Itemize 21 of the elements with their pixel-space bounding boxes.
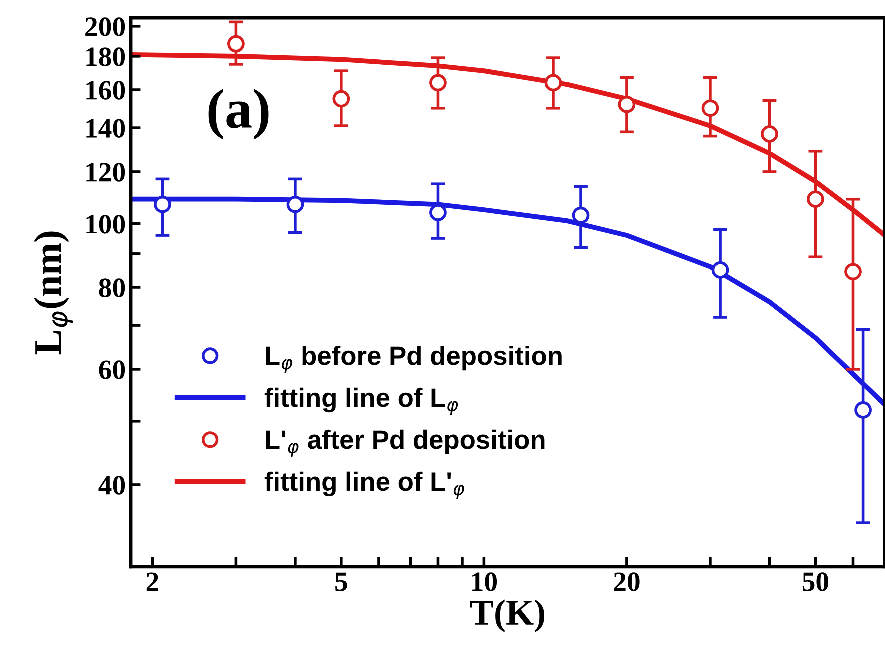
x-tick-label: 20 [614, 572, 640, 592]
y-tick-label: 40 [98, 476, 126, 495]
x-tick-label: 5 [336, 572, 348, 592]
x-axis-title: T(K) [470, 600, 545, 633]
y-axis-title: L$_{φ}$(nm) [34, 232, 74, 355]
legend-label: L'$_{φ}$ after Pd deposition [266, 430, 545, 458]
y-tick-label: 180 [86, 48, 126, 66]
x-tick-label: 50 [802, 572, 829, 592]
annotation: (a) [208, 89, 269, 140]
y-tick-label: 160 [86, 81, 126, 100]
legend-label: fitting line of L'$_{φ}$ [264, 472, 464, 500]
y-tick-label: 100 [86, 215, 126, 234]
y-tick-label: 140 [86, 119, 126, 138]
x-tick-label: 10 [472, 572, 498, 592]
y-tick-label: 200 [86, 18, 126, 36]
legend-label: fitting line of L$_{φ}$ [264, 388, 458, 416]
legend-label: L$_{φ}$ before Pd deposition [266, 346, 562, 374]
y-tick-label: 80 [99, 278, 126, 298]
y-tick-label: 60 [99, 360, 126, 380]
y-tick-label: 120 [86, 163, 126, 182]
x-tick-label: 2 [146, 572, 158, 592]
